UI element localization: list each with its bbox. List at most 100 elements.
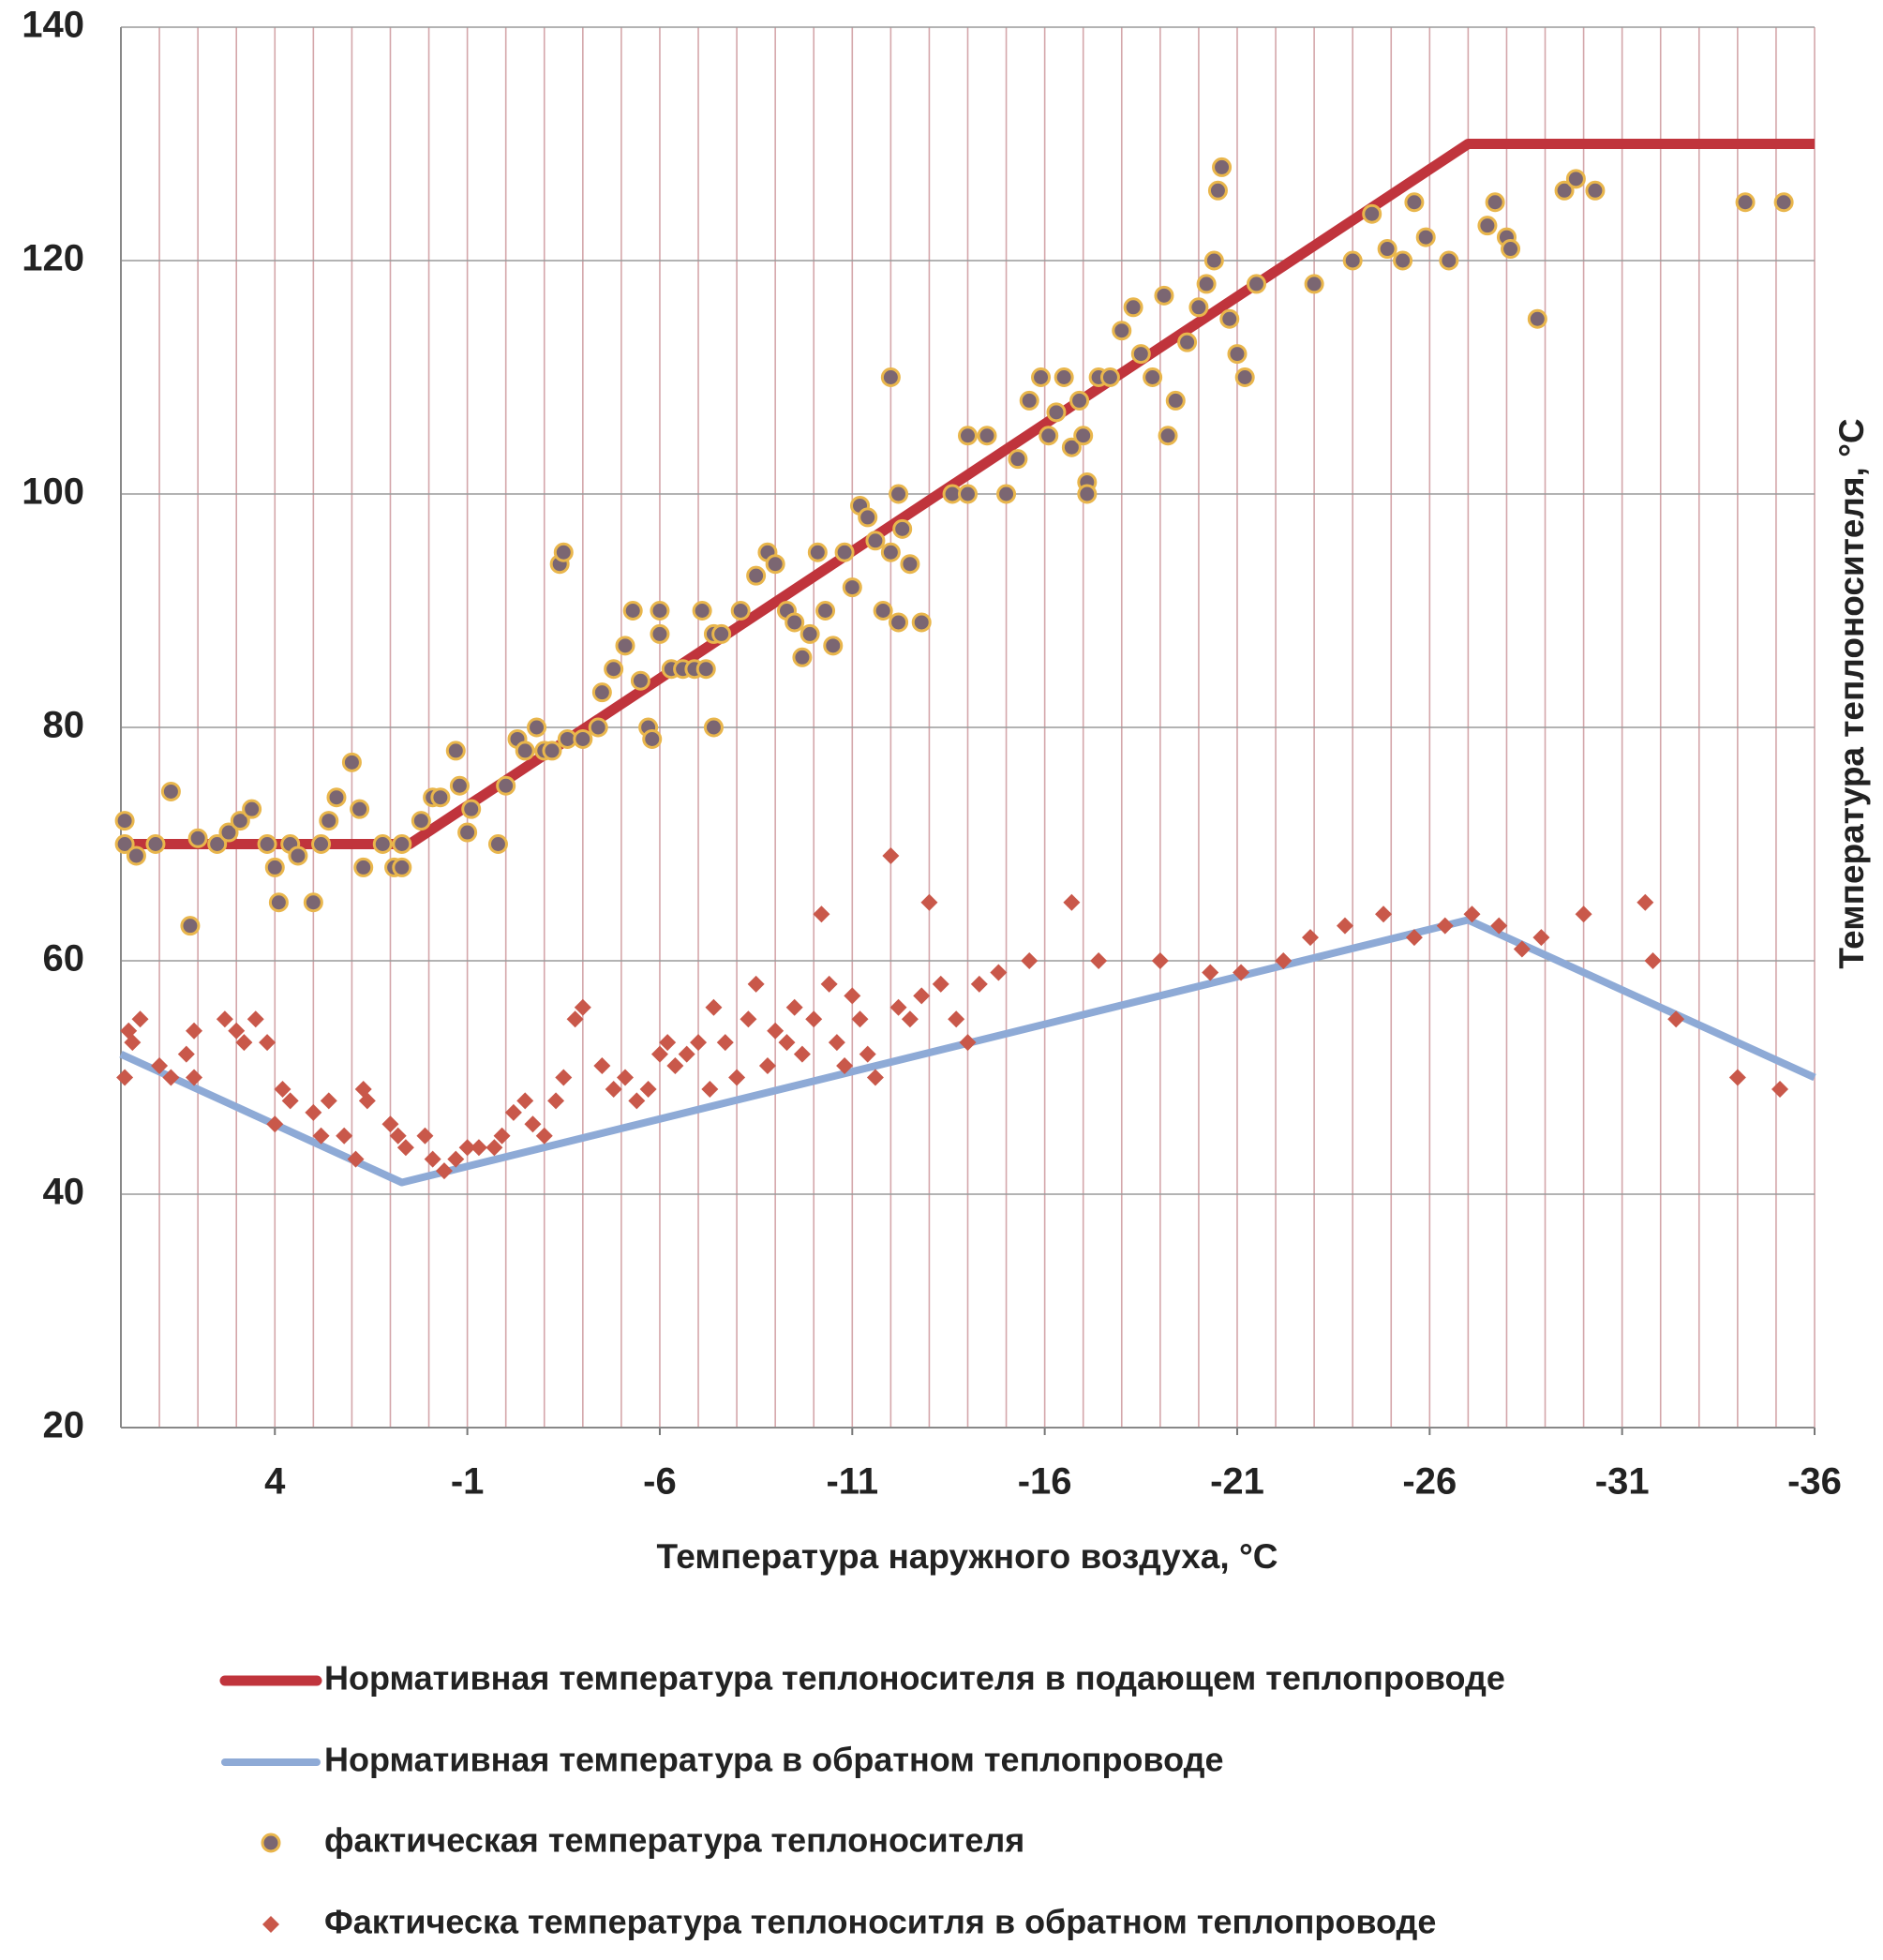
point — [1735, 192, 1756, 213]
point — [162, 1069, 180, 1086]
point — [1177, 332, 1198, 352]
x-tick-label: -36 — [1787, 1461, 1842, 1503]
x-tick-label: -1 — [451, 1461, 485, 1503]
point — [186, 1069, 203, 1086]
point — [628, 1092, 646, 1110]
point — [1203, 250, 1224, 271]
legend-label: Нормативная температура теплоносителя в … — [324, 1659, 1505, 1698]
x-tick-label: -26 — [1402, 1461, 1457, 1503]
point — [116, 1069, 134, 1086]
point — [1202, 964, 1219, 981]
point — [828, 1034, 845, 1052]
point — [445, 741, 466, 761]
point — [1405, 929, 1423, 947]
point — [1165, 390, 1186, 411]
point — [948, 1010, 965, 1028]
point — [1575, 905, 1592, 923]
point — [458, 1139, 476, 1157]
point — [516, 1092, 534, 1110]
point — [1219, 308, 1240, 329]
point — [865, 531, 886, 551]
point — [650, 623, 670, 644]
point — [588, 717, 608, 738]
legend-swatch — [262, 1916, 279, 1933]
point — [247, 1010, 264, 1028]
point — [347, 1150, 365, 1168]
point — [1143, 367, 1163, 387]
point — [1112, 321, 1132, 341]
point — [1123, 297, 1143, 318]
point — [778, 1034, 796, 1052]
point — [716, 1034, 734, 1052]
point — [114, 811, 135, 831]
point — [711, 623, 732, 644]
point — [593, 1057, 611, 1075]
point — [1463, 905, 1481, 923]
point — [392, 857, 412, 877]
point — [813, 905, 830, 923]
point — [341, 752, 362, 772]
point — [747, 975, 765, 993]
x-tick-label: -21 — [1210, 1461, 1264, 1503]
point — [1415, 227, 1436, 247]
point — [659, 1034, 677, 1052]
point — [555, 1069, 573, 1086]
point — [424, 1150, 441, 1168]
point — [630, 670, 650, 691]
point — [281, 1092, 299, 1110]
point — [604, 659, 624, 680]
point — [259, 1034, 276, 1052]
point — [1212, 157, 1233, 177]
point — [1054, 367, 1074, 387]
point — [1046, 402, 1067, 423]
point — [1090, 952, 1108, 969]
point — [1154, 285, 1174, 306]
point — [880, 542, 901, 562]
point — [336, 1127, 353, 1145]
point — [1485, 192, 1505, 213]
point — [792, 647, 813, 667]
point — [815, 601, 836, 621]
point — [690, 1034, 708, 1052]
point — [1188, 297, 1209, 318]
point — [411, 811, 431, 831]
point — [573, 728, 593, 749]
point — [504, 1103, 522, 1121]
legend-label: Фактическа температура теплоноситля в об… — [324, 1903, 1436, 1941]
x-tick-label: -16 — [1018, 1461, 1072, 1503]
point — [228, 1022, 246, 1040]
point — [746, 565, 767, 586]
point — [1636, 893, 1654, 911]
point — [235, 1034, 253, 1052]
point — [1477, 216, 1498, 236]
y-tick-label: 60 — [43, 938, 85, 980]
point — [1019, 390, 1039, 411]
x-tick-label: 4 — [264, 1461, 286, 1503]
point — [131, 1010, 149, 1028]
y-tick-label: 20 — [43, 1405, 85, 1446]
point — [1527, 308, 1547, 329]
point — [605, 1080, 622, 1098]
point — [1063, 893, 1081, 911]
point — [1513, 940, 1531, 958]
point — [319, 811, 339, 831]
point — [447, 1150, 465, 1168]
point — [1554, 180, 1575, 201]
point — [151, 1057, 169, 1075]
point — [496, 775, 516, 796]
y-tick-label: 120 — [22, 238, 84, 279]
point — [486, 1139, 503, 1157]
point — [124, 1034, 142, 1052]
point — [527, 717, 547, 738]
y-tick-label: 80 — [43, 705, 85, 746]
point — [889, 612, 909, 633]
point — [264, 857, 285, 877]
point — [901, 1010, 919, 1028]
point — [160, 781, 181, 801]
point — [622, 601, 643, 621]
point — [836, 1057, 854, 1075]
y-tick-label: 40 — [43, 1172, 85, 1213]
x-tick-label: -11 — [826, 1461, 878, 1503]
point — [126, 845, 146, 866]
point — [807, 542, 828, 562]
